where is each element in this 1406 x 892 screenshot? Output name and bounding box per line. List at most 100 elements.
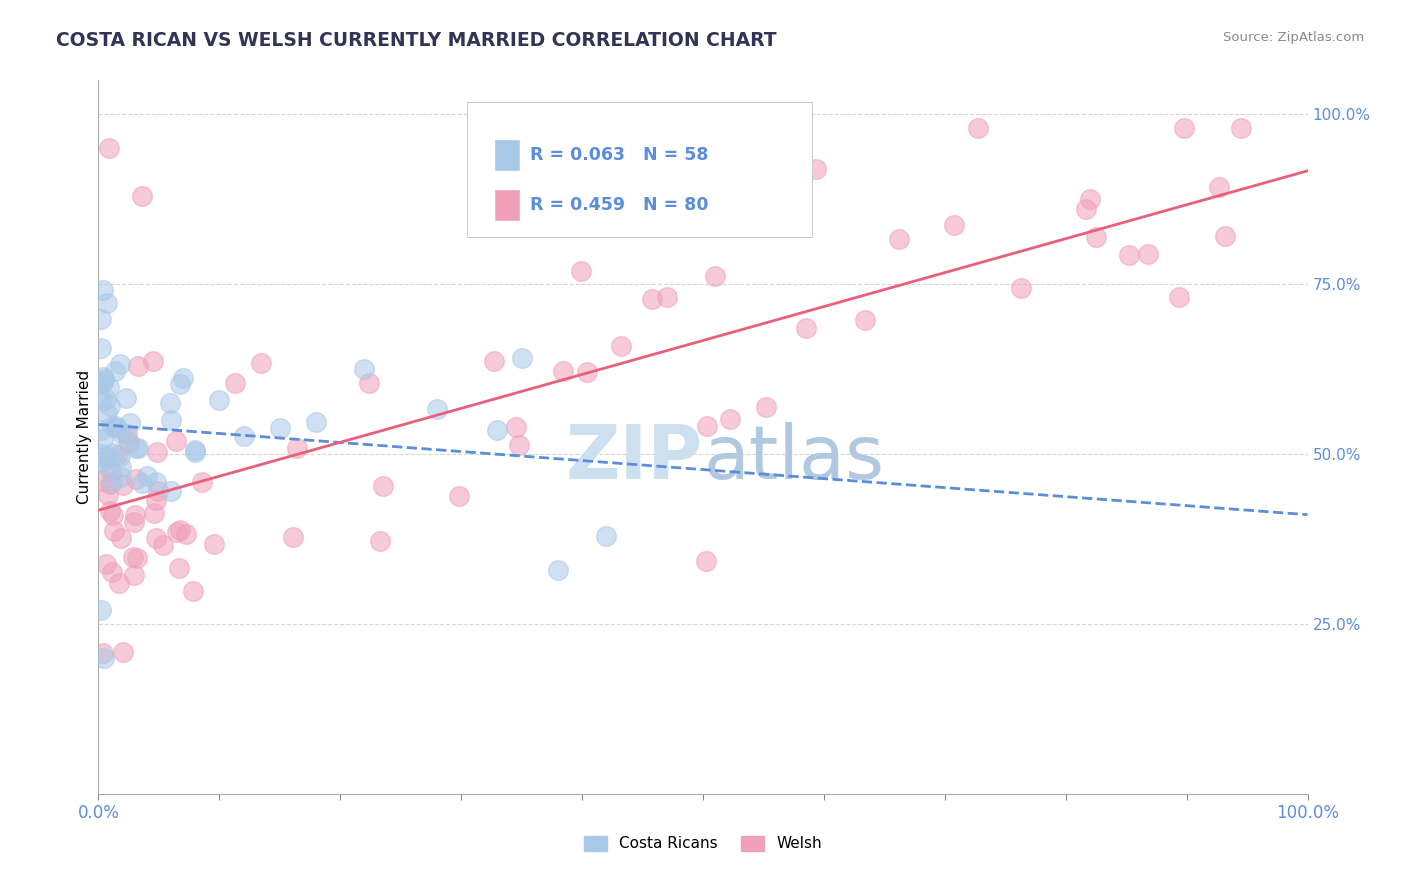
- Point: [127, 441, 149, 455]
- Point: [115, 427, 138, 442]
- Point: [1213, 229, 1236, 244]
- FancyBboxPatch shape: [494, 139, 520, 171]
- Point: [181, 584, 204, 599]
- Point: [90, 376, 112, 391]
- Point: [508, 438, 530, 452]
- Point: [1230, 120, 1253, 135]
- Point: [160, 484, 183, 499]
- Point: [609, 338, 631, 352]
- Point: [145, 493, 167, 508]
- Y-axis label: Currently Married: Currently Married: [77, 370, 91, 504]
- Point: [167, 561, 190, 575]
- Point: [1118, 248, 1140, 262]
- Point: [1010, 281, 1032, 295]
- Point: [90, 393, 112, 408]
- Point: [101, 418, 124, 433]
- Point: [100, 477, 122, 491]
- Point: [887, 231, 910, 245]
- Point: [160, 413, 183, 427]
- Point: [145, 445, 167, 459]
- Point: [794, 321, 817, 335]
- Point: [96, 450, 118, 465]
- Point: [90, 603, 112, 617]
- Point: [127, 359, 149, 373]
- Point: [96, 296, 118, 310]
- Point: [103, 524, 125, 539]
- Point: [853, 313, 876, 327]
- Point: [703, 268, 725, 283]
- Point: [118, 435, 141, 450]
- Point: [112, 645, 135, 659]
- Point: [96, 406, 118, 420]
- Point: [90, 423, 112, 437]
- Point: [184, 445, 207, 459]
- Legend: Costa Ricans, Welsh: Costa Ricans, Welsh: [578, 830, 828, 857]
- Point: [1074, 202, 1097, 216]
- Point: [97, 141, 120, 155]
- Point: [96, 458, 118, 472]
- Point: [91, 370, 114, 384]
- Point: [695, 554, 717, 568]
- Point: [110, 531, 132, 545]
- Point: [93, 372, 115, 386]
- Point: [120, 417, 142, 431]
- Point: [110, 469, 132, 483]
- Point: [91, 450, 114, 464]
- Point: [305, 415, 328, 429]
- Point: [101, 475, 124, 490]
- Point: [115, 391, 138, 405]
- Point: [755, 401, 778, 415]
- Point: [575, 365, 598, 379]
- Point: [285, 442, 308, 456]
- Point: [125, 472, 148, 486]
- Point: [426, 402, 449, 417]
- Point: [1137, 246, 1160, 260]
- Point: [505, 420, 527, 434]
- Point: [942, 218, 965, 232]
- Point: [100, 465, 122, 479]
- Point: [124, 508, 146, 523]
- Point: [108, 450, 131, 464]
- Point: [1168, 290, 1191, 304]
- Point: [136, 468, 159, 483]
- Text: R = 0.459   N = 80: R = 0.459 N = 80: [530, 196, 709, 214]
- Point: [1085, 229, 1108, 244]
- Point: [595, 528, 617, 542]
- Point: [482, 354, 505, 368]
- Point: [110, 357, 132, 371]
- Point: [110, 460, 132, 475]
- Point: [122, 515, 145, 529]
- Point: [121, 549, 143, 564]
- Point: [98, 504, 121, 518]
- Point: [655, 290, 678, 304]
- Point: [172, 370, 194, 384]
- Point: [110, 425, 132, 440]
- Point: [368, 534, 391, 549]
- Point: [145, 475, 167, 489]
- Point: [142, 354, 165, 368]
- Point: [90, 341, 112, 355]
- Point: [91, 432, 114, 446]
- Text: Source: ZipAtlas.com: Source: ZipAtlas.com: [1223, 31, 1364, 45]
- Point: [373, 479, 395, 493]
- Point: [169, 376, 191, 391]
- Point: [117, 434, 139, 449]
- Point: [101, 508, 124, 522]
- Text: ZIP: ZIP: [565, 422, 703, 495]
- Point: [1208, 180, 1230, 194]
- Point: [148, 483, 170, 498]
- Point: [804, 161, 827, 176]
- Point: [1078, 192, 1101, 206]
- Text: atlas: atlas: [703, 422, 884, 495]
- Point: [569, 263, 592, 277]
- Point: [105, 418, 128, 433]
- Point: [91, 474, 114, 488]
- Text: R = 0.063   N = 58: R = 0.063 N = 58: [530, 146, 709, 164]
- Point: [169, 523, 191, 537]
- Point: [510, 351, 533, 365]
- Point: [202, 537, 225, 551]
- Point: [131, 189, 153, 203]
- Point: [91, 283, 114, 297]
- Point: [208, 393, 231, 408]
- Point: [696, 419, 718, 434]
